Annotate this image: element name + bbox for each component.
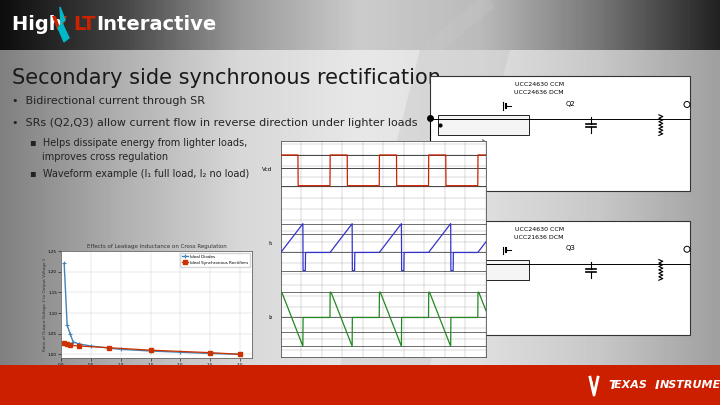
Text: UCC24630 CCM: UCC24630 CCM <box>515 226 564 232</box>
Ideal Synchronous Rectifiers <box>146 348 155 353</box>
Text: •  SRs (Q2,Q3) allow current flow in reverse direction under lighter loads: • SRs (Q2,Q3) allow current flow in reve… <box>12 118 418 128</box>
Text: I: I <box>655 379 660 392</box>
Ideal Synchronous Rectifiers <box>206 350 215 355</box>
Legend: Ideal Diodes, Ideal Synchronous Rectifiers: Ideal Diodes, Ideal Synchronous Rectifie… <box>181 253 250 266</box>
Polygon shape <box>443 193 459 200</box>
Text: Vcd: Vcd <box>262 167 273 172</box>
Polygon shape <box>443 337 459 345</box>
Text: ▪  Waveform example (I₁ full load, I₂ no load): ▪ Waveform example (I₁ full load, I₂ no … <box>30 168 249 179</box>
Line: Ideal Diodes: Ideal Diodes <box>62 261 243 357</box>
Text: I₁: I₁ <box>269 241 273 246</box>
Ideal Diodes <box>66 331 74 336</box>
Text: Secondary side synchronous rectification: Secondary side synchronous rectification <box>12 68 441 88</box>
Ideal Synchronous Rectifiers <box>75 343 84 348</box>
Bar <box>438 260 529 280</box>
Ideal Diodes <box>69 339 78 344</box>
Ideal Diodes <box>86 343 95 348</box>
Ideal Synchronous Rectifiers <box>60 340 68 345</box>
Text: NSTRUMENTS: NSTRUMENTS <box>660 380 720 390</box>
Polygon shape <box>58 7 69 42</box>
Circle shape <box>684 102 690 107</box>
Ideal Diodes <box>104 346 113 351</box>
Ideal Diodes <box>63 323 71 328</box>
Bar <box>438 115 529 136</box>
Circle shape <box>684 246 690 252</box>
Text: I₂: I₂ <box>269 315 273 320</box>
Text: High: High <box>12 15 69 34</box>
Text: Q2: Q2 <box>565 101 575 107</box>
Ideal Diodes <box>117 347 125 352</box>
Bar <box>430 221 690 335</box>
Line: Ideal Synchronous Rectifiers: Ideal Synchronous Rectifiers <box>63 341 242 356</box>
Text: improves cross regulation: improves cross regulation <box>42 151 168 162</box>
Text: •  Bidirectional current through SR: • Bidirectional current through SR <box>12 96 205 106</box>
Text: EXAS: EXAS <box>614 380 654 390</box>
Ideal Diodes <box>176 350 185 355</box>
Text: T: T <box>608 379 616 392</box>
Ideal Synchronous Rectifiers <box>104 345 113 350</box>
X-axis label: Output #2 Current (A): Output #2 Current (A) <box>130 369 184 374</box>
Text: UCC24636 DCM: UCC24636 DCM <box>514 90 564 95</box>
Polygon shape <box>340 50 510 365</box>
Text: Q3: Q3 <box>565 245 575 252</box>
Y-axis label: Ratio of Output Voltage 2 to Output Voltage 1: Ratio of Output Voltage 2 to Output Volt… <box>42 258 47 352</box>
Text: UCC21636 DCM: UCC21636 DCM <box>515 234 564 239</box>
Ideal Synchronous Rectifiers <box>235 352 244 357</box>
Text: UCC24630 CCM: UCC24630 CCM <box>515 82 564 87</box>
Ideal Diodes <box>75 341 84 346</box>
Text: V: V <box>52 15 67 34</box>
Ideal Diodes <box>146 349 155 354</box>
Ideal Synchronous Rectifiers <box>66 343 74 347</box>
Text: I₁: I₁ <box>481 139 486 145</box>
Ideal Diodes <box>235 352 244 357</box>
Text: LT: LT <box>73 15 96 34</box>
Title: Effects of Leakage Inductance on Cross Regulation: Effects of Leakage Inductance on Cross R… <box>86 244 227 249</box>
Ideal Diodes <box>206 351 215 356</box>
Text: Interactive: Interactive <box>96 15 216 34</box>
Text: I₂: I₂ <box>481 284 486 289</box>
Ideal Diodes <box>60 261 68 266</box>
Bar <box>430 76 690 191</box>
Text: ▪  Helps dissipate energy from lighter loads,: ▪ Helps dissipate energy from lighter lo… <box>30 138 247 148</box>
Ideal Synchronous Rectifiers <box>63 341 71 346</box>
